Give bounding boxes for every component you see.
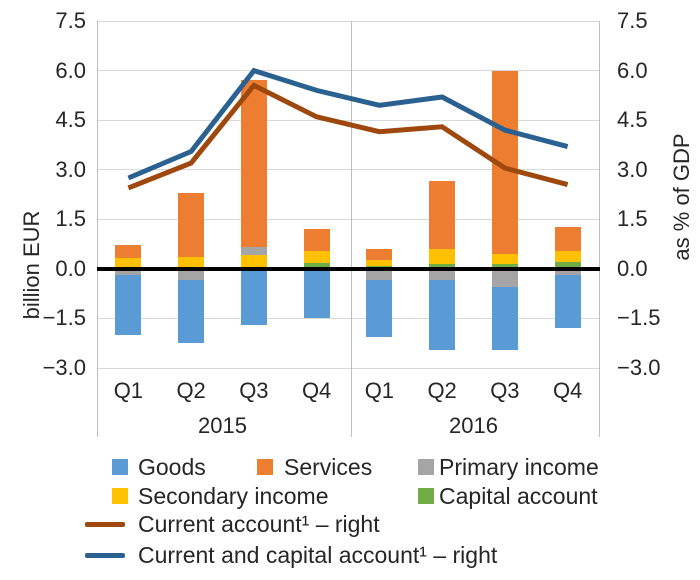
legend-row-3: Current account¹ – right — [0, 511, 700, 537]
right-tick-label: −3.0 — [617, 355, 661, 380]
bar-segment-secondary-income — [554, 250, 581, 263]
bar-segment-goods — [240, 268, 267, 326]
year-label: 2016 — [449, 413, 498, 438]
capital-account-swatch-icon — [418, 488, 434, 504]
line-series-current-and-capital-account — [127, 67, 569, 181]
legend-label-current-account: Current account¹ – right — [138, 511, 380, 537]
bar-segment-services — [554, 226, 581, 251]
legend-label-secondary-income: Secondary income — [138, 483, 329, 509]
left-tick-label: 7.5 — [55, 8, 86, 33]
legend-label-current-and-capital-account: Current and capital account¹ – right — [138, 542, 498, 568]
left-tick-label: 6.0 — [55, 57, 86, 83]
bar-segment-secondary-income — [366, 259, 393, 266]
quarter-label: Q3 — [490, 378, 520, 403]
line-series-layer — [127, 67, 569, 191]
left-tick-label: 4.5 — [55, 107, 86, 133]
left-tick-label: −3.0 — [42, 355, 86, 380]
left-tick-label: 1.5 — [55, 206, 86, 232]
legend-row-4: Current and capital account¹ – right — [0, 542, 700, 568]
current-account-line-icon — [85, 522, 125, 527]
bar-segment-primary-income — [178, 268, 205, 281]
quarter-label: Q1 — [364, 378, 395, 403]
bar-segment-primary-income — [491, 268, 518, 288]
quarter-label: Q2 — [427, 378, 457, 403]
legend-row-2: Secondary income Capital account — [0, 483, 700, 509]
bar-segment-primary-income — [429, 268, 456, 281]
right-tick-label: 6.0 — [617, 57, 648, 83]
right-tick-label: 1.5 — [617, 206, 648, 232]
services-swatch-icon — [257, 459, 273, 475]
quarter-label: Q3 — [239, 378, 269, 403]
bar-segment-capital-account — [303, 262, 330, 269]
bar-segment-primary-income — [240, 247, 267, 256]
bar-segment-services — [240, 80, 267, 248]
right-tick-label: 4.5 — [617, 107, 648, 133]
right-tick-label: 7.5 — [617, 8, 648, 33]
plot-right-border — [599, 21, 600, 437]
bar-segment-goods — [178, 280, 205, 344]
legend-row-1: Goods Services Primary income — [0, 454, 700, 480]
bar-segment-services — [178, 192, 205, 258]
right-axis-title: as % of GDP — [669, 133, 694, 261]
bar-segment-services — [429, 181, 456, 249]
right-tick-label: 3.0 — [617, 156, 648, 182]
left-tick-label: 0.0 — [55, 255, 86, 281]
left-tick-label: −1.5 — [42, 305, 86, 331]
gridline — [97, 367, 599, 369]
line-series-current-account — [127, 82, 569, 191]
goods-swatch-icon — [112, 459, 128, 475]
legend-label-capital-account: Capital account — [439, 483, 598, 509]
bar-segment-goods — [429, 280, 456, 350]
plot-area — [97, 20, 599, 369]
bar-segment-services — [115, 245, 142, 259]
gridline — [97, 218, 599, 220]
legend-label-services: Services — [284, 454, 373, 480]
current-and-capital-account-line-icon — [85, 553, 125, 558]
bar-segment-services — [303, 229, 330, 252]
bar-segment-primary-income — [366, 268, 393, 281]
bar-segment-secondary-income — [115, 258, 142, 268]
gridline — [97, 169, 599, 171]
zero-axis-line — [97, 267, 600, 271]
bar-segment-primary-income — [115, 268, 142, 276]
bar-segment-capital-account — [429, 263, 456, 269]
bar-segment-services — [366, 249, 393, 260]
year-divider-line — [351, 21, 352, 437]
bar-segment-secondary-income — [303, 251, 330, 263]
secondary-income-swatch-icon — [112, 488, 128, 504]
legend-label-goods: Goods — [138, 454, 206, 480]
gridline — [97, 119, 599, 121]
bar-segment-primary-income — [554, 268, 581, 276]
bar-segment-capital-account — [554, 262, 581, 269]
legend-label-primary-income: Primary income — [439, 454, 599, 480]
primary-income-swatch-icon — [418, 459, 434, 475]
plot-left-border — [97, 21, 98, 437]
bar-segment-capital-account — [491, 263, 518, 269]
gridline — [97, 20, 599, 22]
quarter-label: Q1 — [113, 378, 144, 403]
right-tick-label: 0.0 — [617, 255, 648, 281]
right-tick-label: −1.5 — [617, 305, 661, 331]
bar-segment-goods — [491, 287, 518, 350]
bar-segment-goods — [554, 275, 581, 329]
bar-segment-goods — [115, 275, 142, 335]
quarter-label: Q2 — [176, 378, 206, 403]
bar-segment-secondary-income — [429, 249, 456, 264]
gridline — [97, 317, 599, 319]
quarter-label: Q4 — [552, 378, 583, 403]
bar-segment-secondary-income — [240, 255, 267, 267]
quarter-label: Q4 — [301, 378, 332, 403]
bar-segment-goods — [366, 280, 393, 337]
bar-segment-goods — [303, 269, 330, 318]
bar-segment-secondary-income — [491, 253, 518, 264]
bar-segment-secondary-income — [178, 257, 205, 268]
year-label: 2015 — [198, 413, 247, 438]
left-tick-label: 3.0 — [55, 156, 86, 182]
gridline — [97, 70, 599, 72]
